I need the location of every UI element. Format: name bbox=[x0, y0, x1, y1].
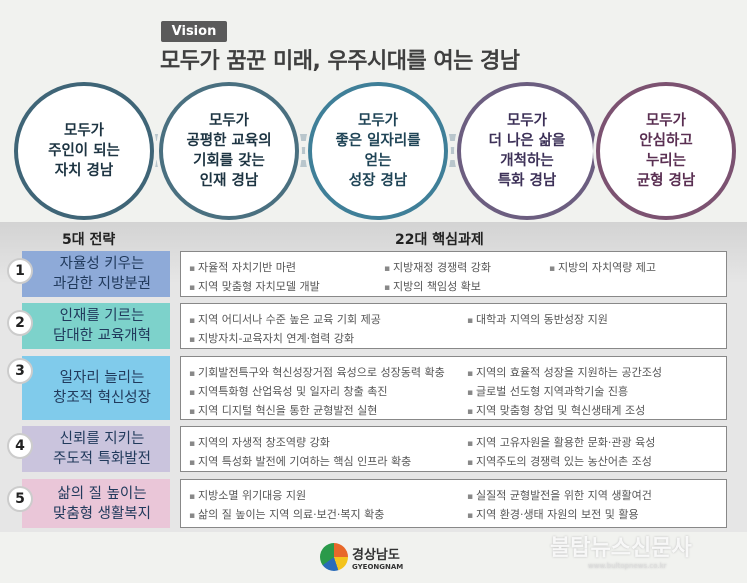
strategy-number: 4 bbox=[7, 433, 33, 459]
task-item: 실질적 균형발전을 위한 지역 생활여건 bbox=[467, 487, 652, 503]
strategies-header: 5대 전략 bbox=[62, 232, 116, 248]
goal-circle-3: 모두가 좋은 일자리를 얻는 성장 경남 bbox=[308, 82, 448, 220]
task-box-3: 기회발전특구와 혁신성장거점 육성으로 성장동력 확충 지역의 효율적 성장을 지… bbox=[180, 356, 727, 420]
logo-name-en: GYEONGNAM bbox=[352, 562, 404, 571]
task-item: 지방자치-교육자치 연계·협력 강화 bbox=[189, 330, 354, 346]
task-item: 지방소멸 위기대응 지원 bbox=[189, 487, 306, 503]
task-item: 지역 맞춤형 창업 및 혁신생태계 조성 bbox=[467, 402, 645, 418]
task-item: 기회발전특구와 혁신성장거점 육성으로 성장동력 확충 bbox=[189, 364, 445, 380]
task-item: 지역 환경·생태 자원의 보전 및 활용 bbox=[467, 506, 639, 522]
strategy-number: 1 bbox=[7, 258, 33, 284]
task-box-5: 지방소멸 위기대응 지원 실질적 균형발전을 위한 지역 생활여건삶의 질 높이는… bbox=[180, 479, 727, 528]
task-box-2: 지역 어디서나 수준 높은 교육 기회 제공 대학과 지역의 동반성장 지원지방자… bbox=[180, 303, 727, 349]
task-item: 지역 고유자원을 활용한 문화·관광 육성 bbox=[467, 434, 655, 450]
goal-circle-4: 모두가 더 나은 삶을 개척하는 특화 경남 bbox=[457, 82, 597, 220]
strategy-number: 3 bbox=[7, 358, 33, 384]
page-title: 모두가 꿈꾼 미래, 우주시대를 여는 경남 bbox=[160, 49, 520, 74]
tasks-header: 22대 핵심과제 bbox=[395, 232, 484, 248]
task-box-1: 자율적 자치기반 마련 지방재정 경쟁력 강화 지방의 자치역량 제고지역 맞춤형 … bbox=[180, 251, 727, 297]
goal-circle-5: 모두가 안심하고 누리는 균형 경남 bbox=[596, 82, 736, 220]
vision-badge: Vision bbox=[161, 21, 227, 42]
task-item: 지역의 자생적 창조역량 강화 bbox=[189, 434, 330, 450]
watermark-name: 불탑뉴스신문사 bbox=[550, 536, 692, 561]
task-item: 지방의 책임성 확보 bbox=[384, 278, 481, 294]
goal-circle-2: 모두가 공평한 교육의 기회를 갖는 인재 경남 bbox=[159, 82, 299, 220]
watermark-url: www.bultopnews.co.kr bbox=[588, 562, 667, 570]
task-item: 자율적 자치기반 마련 bbox=[189, 259, 296, 275]
task-item: 지역 맞춤형 자치모델 개발 bbox=[189, 278, 320, 294]
strategy-number: 2 bbox=[7, 310, 33, 336]
task-item: 지역 디지털 혁신을 통한 균형발전 실현 bbox=[189, 402, 377, 418]
task-item: 지방재정 경쟁력 강화 bbox=[384, 259, 491, 275]
gyeongnam-logo: 경상남도 GYEONGNAM bbox=[320, 543, 403, 571]
task-item: 지역 어디서나 수준 높은 교육 기회 제공 bbox=[189, 311, 381, 327]
task-item: 지역주도의 경쟁력 있는 농산어촌 조성 bbox=[467, 453, 652, 469]
task-item: 지역 특성화 발전에 기여하는 핵심 인프라 확충 bbox=[189, 453, 411, 469]
task-box-4: 지역의 자생적 창조역량 강화 지역 고유자원을 활용한 문화·관광 육성지역 특… bbox=[180, 426, 727, 472]
strategy-5: 삶의 질 높이는 맞춤형 생활복지 bbox=[22, 479, 170, 528]
logo-mark-icon bbox=[320, 543, 348, 571]
task-item: 대학과 지역의 동반성장 지원 bbox=[467, 311, 608, 327]
task-item: 지방의 자치역량 제고 bbox=[549, 259, 656, 275]
goal-circle-1: 모두가 주인이 되는 자치 경남 bbox=[14, 82, 154, 220]
strategy-3: 일자리 늘리는 창조적 혁신성장 bbox=[22, 356, 170, 420]
strategy-number: 5 bbox=[7, 486, 33, 512]
strategy-4: 신뢰를 지키는 주도적 특화발전 bbox=[22, 426, 170, 472]
task-item: 지역의 효율적 성장을 지원하는 공간조성 bbox=[467, 364, 662, 380]
watermark: 불탑뉴스신문사 www.bultopnews.co.kr bbox=[550, 530, 692, 570]
task-item: 글로벌 선도형 지역과학기술 진흥 bbox=[467, 383, 628, 399]
strategy-2: 인재를 기르는 담대한 교육개혁 bbox=[22, 303, 170, 349]
logo-name: 경상남도 bbox=[352, 547, 400, 563]
task-item: 지역특화형 산업육성 및 일자리 창출 촉진 bbox=[189, 383, 388, 399]
task-item: 삶의 질 높이는 지역 의료·보건·복지 확충 bbox=[189, 506, 384, 522]
strategy-1: 자율성 키우는 과감한 지방분권 bbox=[22, 251, 170, 297]
